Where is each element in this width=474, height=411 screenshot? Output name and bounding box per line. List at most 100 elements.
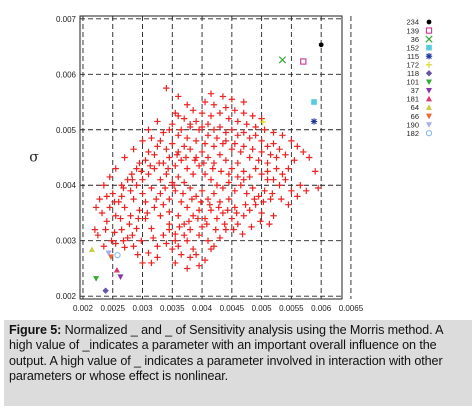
data-point — [228, 165, 236, 172]
y-tick-label: 0.005 — [56, 126, 77, 135]
data-point — [179, 190, 187, 197]
data-point — [237, 182, 244, 189]
data-point — [266, 220, 273, 228]
data-point — [145, 148, 152, 156]
data-point — [269, 190, 276, 197]
data-point — [175, 212, 182, 219]
data-point — [201, 215, 209, 222]
data-point — [154, 243, 161, 250]
data-point — [166, 220, 173, 228]
data-point — [258, 115, 265, 122]
data-point — [103, 218, 110, 225]
data-point — [249, 145, 256, 153]
data-point — [135, 215, 142, 222]
data-point — [183, 265, 191, 272]
data-point — [231, 107, 239, 114]
data-point — [192, 118, 200, 125]
data-point — [138, 237, 145, 244]
data-point — [225, 179, 233, 186]
data-point — [108, 237, 115, 244]
data-point — [300, 148, 307, 156]
legend-label: 172 — [406, 60, 419, 69]
data-point — [240, 98, 247, 106]
y-tick-label: 0.002 — [56, 292, 77, 301]
x-tick-label: 0.0045 — [220, 304, 245, 313]
data-point — [185, 218, 193, 225]
data-point — [151, 165, 158, 172]
data-point — [249, 112, 256, 120]
data-point — [221, 220, 228, 228]
data-point — [160, 201, 167, 208]
legend-label: 139 — [406, 26, 419, 35]
data-point — [210, 190, 218, 197]
data-point — [273, 154, 280, 161]
data-point — [127, 187, 134, 194]
legend-marker — [425, 35, 433, 43]
data-point — [172, 259, 179, 267]
data-point — [195, 262, 203, 269]
data-point — [178, 251, 185, 258]
data-point — [270, 140, 277, 147]
legend-marker — [426, 104, 432, 110]
data-point — [112, 240, 119, 247]
data-point — [129, 176, 136, 183]
data-point — [234, 118, 241, 125]
data-point — [130, 195, 137, 203]
data-point — [215, 204, 222, 211]
data-point — [130, 243, 137, 250]
data-point — [121, 154, 128, 161]
data-point — [240, 212, 247, 219]
data-point — [151, 151, 158, 158]
data-point — [157, 176, 164, 183]
legend-marker — [426, 113, 432, 120]
data-point — [120, 184, 127, 192]
data-point — [150, 234, 157, 242]
data-point — [201, 170, 209, 178]
data-point — [198, 187, 206, 194]
data-point — [173, 151, 181, 158]
data-point — [217, 168, 225, 175]
data-point — [139, 259, 146, 267]
legend-label: 115 — [407, 52, 419, 61]
data-point — [127, 212, 134, 219]
data-point — [121, 204, 128, 211]
x-tick-label: 0.004 — [192, 304, 213, 313]
data-point — [163, 145, 170, 153]
data-point — [222, 129, 230, 136]
data-point — [147, 162, 154, 170]
x-tick-label: 0.003 — [133, 304, 154, 313]
data-point — [192, 137, 200, 145]
data-point — [230, 226, 237, 233]
data-point — [243, 190, 250, 197]
data-point — [142, 157, 149, 164]
data-point — [126, 220, 133, 228]
legend-marker — [425, 53, 433, 60]
data-point — [92, 204, 100, 211]
data-point — [312, 168, 319, 175]
data-point — [145, 249, 152, 257]
x-tick-label: 0.005 — [252, 304, 273, 313]
data-point — [231, 140, 239, 147]
data-point — [204, 154, 212, 161]
y-tick-label: 0.003 — [56, 237, 77, 246]
legend-label: 152 — [406, 43, 419, 52]
highlighted-point-36 — [278, 56, 287, 64]
data-point — [100, 182, 108, 189]
data-point — [258, 148, 265, 156]
data-point — [255, 193, 262, 200]
data-point — [231, 187, 239, 194]
data-point — [225, 195, 233, 203]
y-tick-label: 0.004 — [56, 181, 77, 190]
data-point — [178, 157, 185, 164]
data-point — [216, 234, 224, 242]
data-point — [182, 154, 190, 161]
data-point — [233, 209, 240, 217]
data-point — [160, 129, 167, 136]
data-point — [154, 143, 161, 150]
data-point — [228, 215, 236, 222]
data-point — [278, 195, 285, 203]
data-point — [264, 168, 271, 175]
data-point — [172, 230, 179, 238]
data-point — [252, 165, 259, 172]
data-point — [102, 226, 109, 233]
